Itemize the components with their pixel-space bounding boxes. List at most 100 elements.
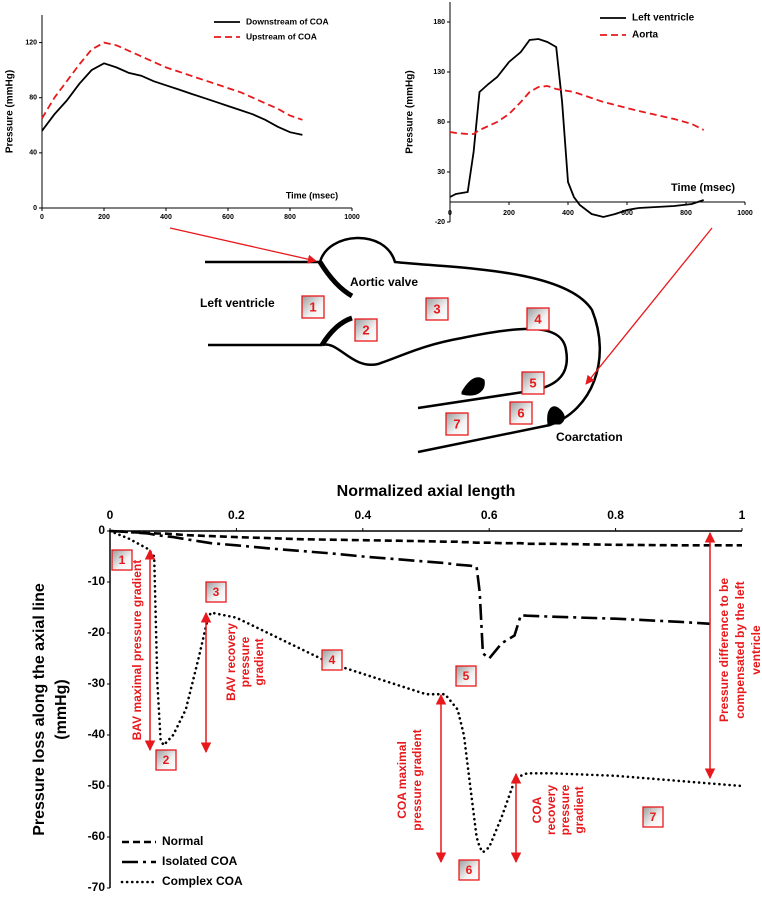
legend-label: Isolated COA (162, 854, 238, 868)
y-tick-label: 80 (437, 119, 445, 126)
series-line (41, 41, 303, 121)
marker-box (205, 581, 227, 603)
y-axis-label: Pressure (mmHg) (5, 70, 16, 153)
coarctation-shape (547, 406, 565, 425)
annotation-text: pressure (558, 784, 572, 835)
legend-label: Upstream of COA (246, 31, 317, 41)
series-line (109, 529, 711, 661)
legend-label: Downstream of COA (246, 16, 329, 26)
marker-box (111, 549, 133, 571)
marker-label: 4 (329, 653, 336, 667)
annotation-text: ventricle (749, 625, 762, 675)
y-tick-label: 0 (33, 205, 37, 212)
x-tick-label: 0.4 (354, 508, 371, 522)
y-tick-label: -40 (88, 727, 106, 741)
y-tick-label: -10 (88, 574, 106, 588)
y-tick-label: 40 (29, 150, 37, 157)
x-tick-label: 800 (680, 210, 692, 217)
y-axis-label: (mmHg) (53, 679, 70, 739)
marker-label: 7 (650, 810, 657, 824)
marker-box (455, 665, 477, 687)
annotation-text: COA (530, 796, 544, 823)
marker-box (526, 307, 550, 331)
y-tick-label: -20 (435, 219, 445, 226)
y-tick-label: -50 (88, 778, 106, 792)
y-axis-label: Pressure (mmHg) (405, 70, 416, 153)
x-tick-label: 600 (222, 214, 234, 221)
legend-label: Aorta (632, 30, 659, 41)
annotation-text: BAV maximal pressure gradient (130, 560, 144, 741)
diagram-label: Aortic valve (350, 275, 418, 289)
marker-label: 3 (433, 301, 440, 316)
y-tick-label: 180 (433, 19, 445, 26)
x-tick-label: 400 (562, 210, 574, 217)
x-tick-label: 0 (107, 508, 114, 522)
valve-leaflet (319, 315, 353, 347)
y-tick-label: -70 (88, 880, 106, 894)
marker-box (354, 318, 378, 342)
marker-label: 6 (517, 405, 524, 420)
y-tick-label: 30 (437, 169, 445, 176)
annotation-text: recovery (544, 785, 558, 835)
legend-label: Complex COA (162, 874, 243, 888)
x-tick-label: 400 (160, 214, 172, 221)
x-tick-label: 0 (448, 210, 452, 217)
x-tick-label: 1000 (344, 214, 360, 221)
marker-box (458, 859, 480, 881)
marker-label: 6 (466, 863, 473, 877)
annotation-text: BAV recovery (224, 623, 238, 701)
marker-box (521, 371, 545, 395)
marker-label: 4 (534, 311, 542, 326)
x-axis-label: Normalized axial length (337, 483, 516, 500)
marker-box (425, 297, 449, 321)
legend-label: Normal (162, 834, 203, 848)
x-tick-label: 200 (98, 214, 110, 221)
annotation-text: pressure (238, 636, 252, 687)
series-line (449, 85, 705, 135)
marker-label: 5 (529, 375, 536, 390)
y-tick-label: -60 (88, 829, 106, 843)
x-axis-label: Time (msec) (286, 190, 338, 200)
marker-label: 2 (163, 753, 170, 767)
y-tick-label: 120 (25, 39, 37, 46)
y-tick-label: 130 (433, 69, 445, 76)
series-line (449, 38, 704, 218)
annotation-text: gradient (572, 786, 586, 833)
x-tick-label: 0.2 (228, 508, 245, 522)
y-tick-label: 0 (98, 523, 105, 537)
x-tick-label: 1 (739, 508, 746, 522)
pointer-arrow (585, 227, 713, 385)
x-tick-label: 0 (40, 214, 44, 221)
x-tick-label: 0.6 (481, 508, 498, 522)
series-line (41, 62, 303, 136)
vessel-wall (321, 327, 569, 410)
marker-box (321, 649, 343, 671)
marker-label: 1 (309, 299, 316, 314)
marker-label: 5 (463, 669, 470, 683)
coarctation-shape (461, 377, 485, 396)
annotation-text: gradient (252, 638, 266, 685)
x-tick-label: 200 (503, 210, 515, 217)
x-tick-label: 600 (621, 210, 633, 217)
marker-box (509, 401, 533, 425)
diagram-label: Left ventricle (200, 296, 275, 310)
annotation-text: Pressure difference to be (717, 578, 731, 722)
series-line (108, 529, 744, 855)
marker-label: 1 (119, 553, 126, 567)
x-tick-label: 0.8 (607, 508, 624, 522)
y-tick-label: 80 (29, 95, 37, 102)
diagram-label: Coarctation (556, 430, 623, 444)
series-line (109, 529, 742, 547)
aorta-diagram (205, 236, 601, 454)
annotation-text: COA maximal (395, 741, 409, 819)
valve-leaflet (317, 260, 354, 299)
legend-label: Left ventricle (632, 13, 695, 24)
vessel-wall (318, 236, 601, 454)
x-tick-label: 1000 (737, 210, 753, 217)
annotation-text: pressure gradient (410, 729, 424, 830)
y-axis-label: Pressure loss along the axial line (31, 583, 48, 836)
marker-label: 7 (453, 416, 460, 431)
marker-box (301, 295, 325, 319)
